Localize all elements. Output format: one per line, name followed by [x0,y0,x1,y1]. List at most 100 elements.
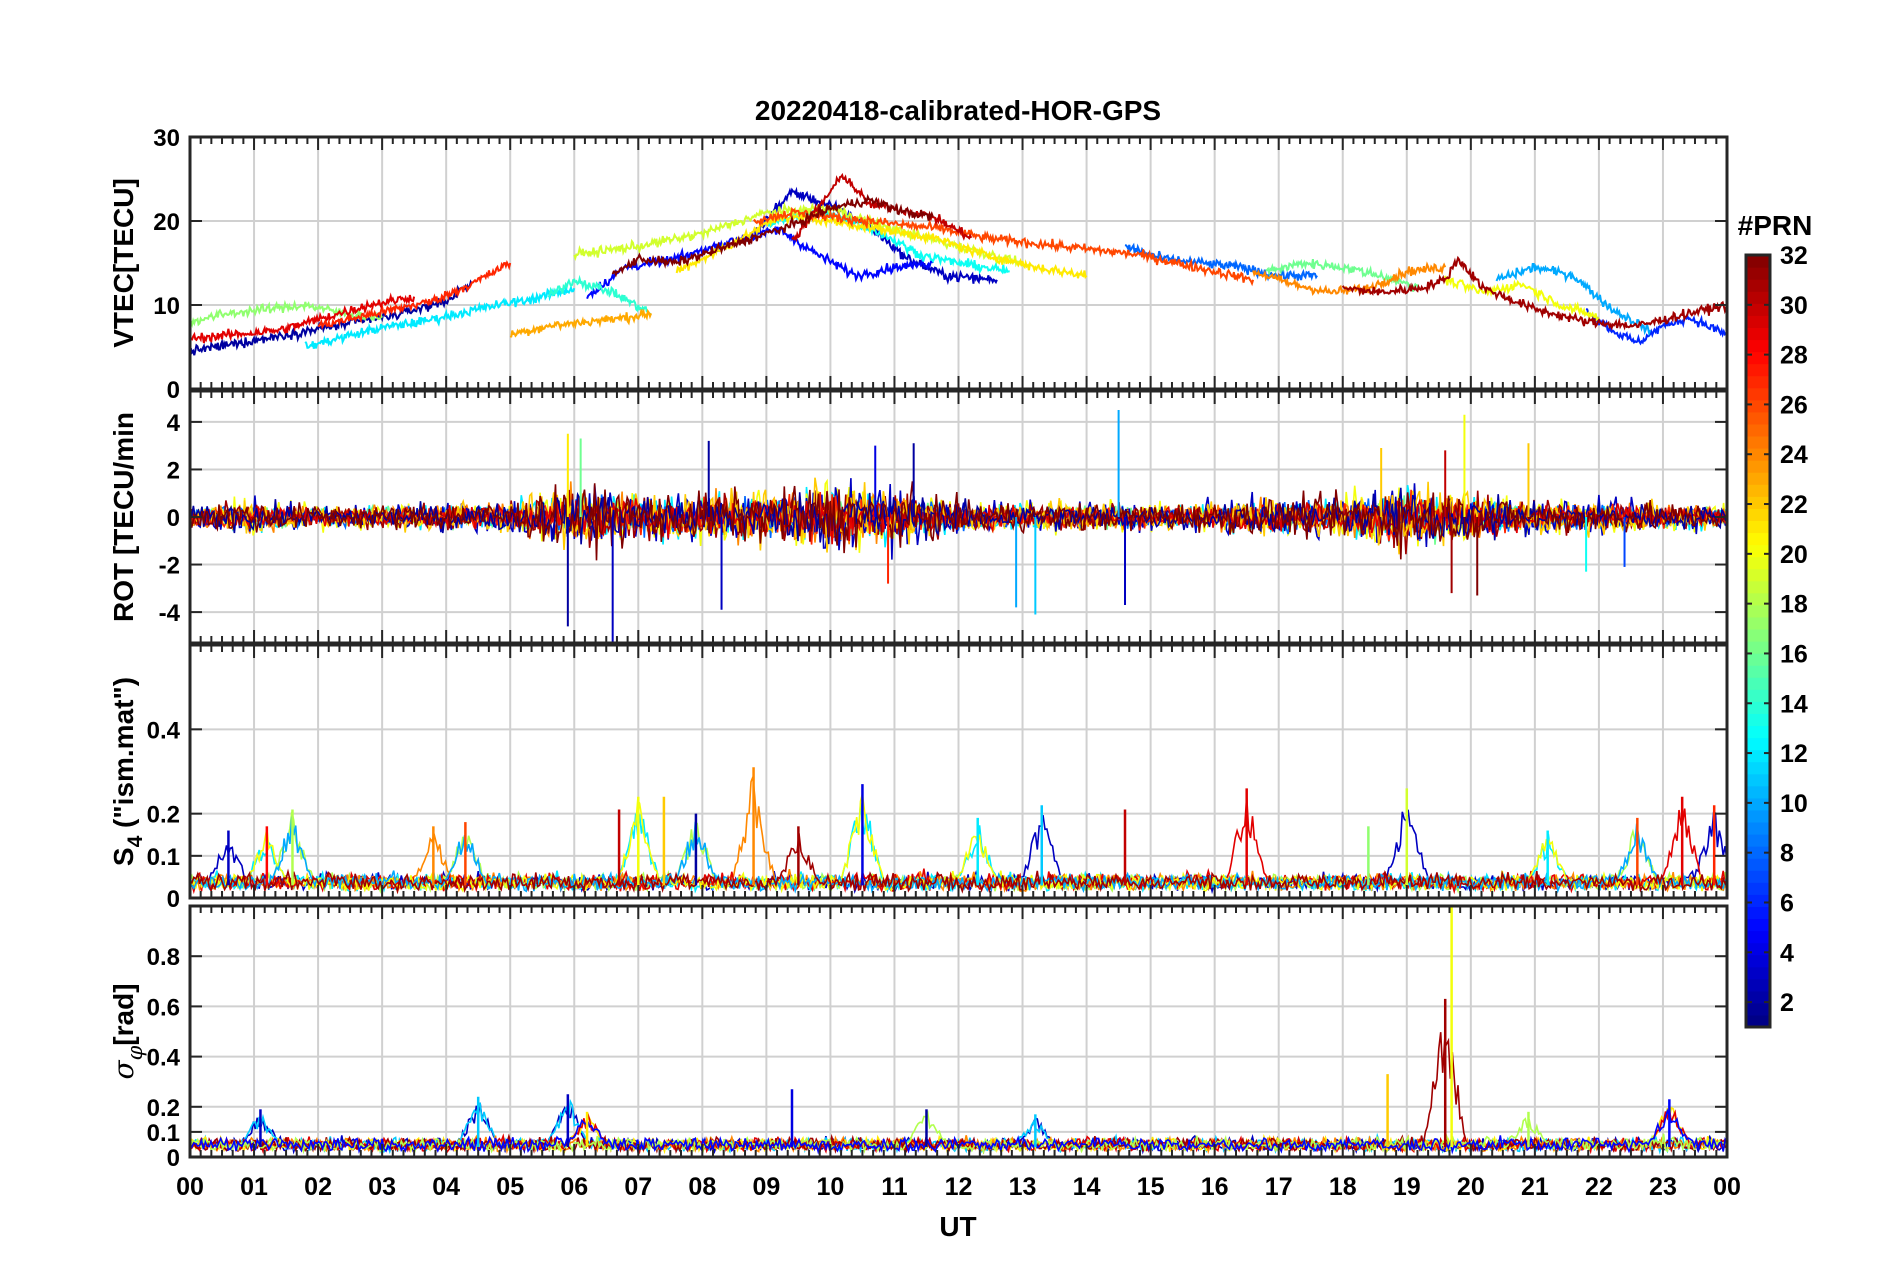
vtec-series-line-prn-29 [190,292,416,344]
y-tick-label: 0.4 [147,717,181,744]
y-tick-label: 20 [153,209,180,236]
colorbar-segment [1746,556,1770,570]
colorbar-segment [1746,460,1770,473]
colorbar-tick-label: 28 [1780,342,1808,370]
colorbar-title: #PRN [1738,210,1813,241]
s4-y-axis-label: S4 ("ism.mat") [108,677,147,866]
vtec-series-line-prn-30 [791,172,973,243]
colorbar-segment [1746,725,1770,739]
y-tick-label: -4 [159,600,181,627]
rot-y-axis-label: ROT [TECU/min [108,412,139,622]
x-tick-label: 12 [945,1173,973,1201]
colorbar-segment [1746,882,1770,895]
colorbar-segment [1746,520,1770,534]
s4-axes-frame [188,643,1729,900]
x-tick-label: 05 [496,1173,524,1201]
rot-series-line-prn-32 [190,481,1727,561]
colorbar-segment [1746,423,1770,437]
colorbar-tick-label: 26 [1780,391,1808,419]
colorbar-tick-label: 20 [1780,541,1808,569]
vtec-series-line-prn-21 [675,210,1088,280]
colorbar-segment [1746,942,1770,956]
y-axis-label-subscript: 4 [124,835,147,847]
colorbar-segment [1746,677,1770,690]
sigma-phi-y-tick-labels: 00.10.2 0.4 0.6 0.8 [147,944,181,1172]
x-tick-label: 01 [240,1173,268,1201]
colorbar-segment [1746,858,1770,871]
y-tick-label: 0.8 [147,944,180,971]
vtec-y-axis-label: VTEC[TECU] [108,178,139,348]
x-tick-label: 10 [817,1173,845,1201]
colorbar-segment [1746,435,1770,449]
rot-panel: -4 -2 0 2 4 ROT [TECU/min [108,389,1729,645]
x-tick-label: 21 [1521,1173,1549,1201]
colorbar-segment [1746,809,1770,823]
colorbar-segment [1746,351,1770,365]
colorbar-segment [1746,339,1770,353]
colorbar-segment [1746,496,1770,509]
colorbar-segment [1746,894,1770,907]
vtec-series-line-prn-12 [304,284,576,349]
x-tick-label: 04 [432,1173,460,1201]
y-axis-label-main: S [108,847,139,866]
x-tick-label: 16 [1201,1173,1229,1201]
colorbar-segment [1746,641,1770,654]
x-tick-label: 18 [1329,1173,1357,1201]
y-tick-label: 0 [167,886,180,913]
vtec-series-line-prn-10 [1495,263,1652,337]
colorbar-segment [1746,327,1770,341]
colorbar-segment [1746,484,1770,497]
colorbar-segment [1746,580,1770,594]
y-axis-label-main: σ [107,1060,140,1080]
colorbar-segment [1746,616,1770,630]
colorbar-segment [1746,930,1770,944]
colorbar-segment [1746,990,1770,1004]
colorbar-segments [1746,255,1770,1028]
colorbar-segment [1746,532,1770,546]
colorbar-segment [1746,544,1770,558]
vtec-series-line-prn-27 [317,259,512,330]
colorbar-segment [1746,279,1770,292]
x-tick-label: 23 [1649,1173,1677,1201]
vtec-series-line-prn-14 [547,274,652,316]
colorbar-segment [1746,399,1770,413]
colorbar-segment [1746,870,1770,883]
colorbar-segment [1746,592,1770,606]
x-tick-label: 09 [752,1173,780,1201]
x-tick-label: 22 [1585,1173,1613,1201]
colorbar-tick-label: 4 [1780,939,1794,967]
colorbar-segment [1746,966,1770,980]
colorbar-segment [1746,568,1770,582]
vtec-panel: 0 10 20 30 VTEC[TECU] [108,125,1729,404]
colorbar-segment [1746,846,1770,859]
y-tick-label: 0 [167,377,180,404]
colorbar-segment [1746,628,1770,642]
x-tick-label: 14 [1073,1173,1101,1201]
colorbar-segment [1746,773,1770,787]
y-tick-label: 2 [167,457,180,484]
colorbar-segment [1746,713,1770,727]
sigma-phi-y-axis-label: σφ[rad] [107,983,147,1079]
colorbar-segment [1746,701,1770,714]
colorbar-segment [1746,303,1770,316]
y-tick-label: 0.6 [147,994,180,1021]
x-tick-label: 07 [624,1173,652,1201]
y-tick-label: 10 [153,293,180,320]
colorbar-segment [1746,604,1770,618]
y-tick-label: 0 [167,1145,180,1172]
x-tick-label: 13 [1009,1173,1037,1201]
colorbar-segment [1746,411,1770,425]
colorbar-segment [1746,255,1770,268]
rot-axes-frame [188,389,1729,645]
vtec-y-tick-labels: 0 10 20 30 [153,125,180,404]
x-tick-label: 03 [368,1173,396,1201]
vtec-series-line-prn-24 [1252,261,1447,297]
x-axis: 00 01 02 03 04 05 06 07 08 09 10 11 12 13 14 15 16 17 18 19… [176,1173,1741,1242]
y-tick-label: 0.2 [147,802,180,829]
colorbar-segment [1746,291,1770,304]
colorbar-segment [1746,653,1770,666]
sigma-phi-grid [190,906,1727,1157]
colorbar-segment [1746,761,1770,775]
